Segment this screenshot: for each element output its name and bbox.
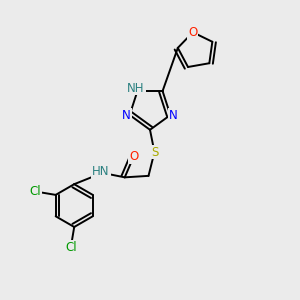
Text: N: N bbox=[122, 109, 131, 122]
Text: Cl: Cl bbox=[29, 185, 41, 198]
Text: O: O bbox=[188, 26, 197, 39]
Text: HN: HN bbox=[92, 165, 110, 178]
Text: S: S bbox=[151, 146, 158, 159]
Text: NH: NH bbox=[127, 82, 145, 94]
Text: Cl: Cl bbox=[65, 241, 77, 254]
Text: N: N bbox=[169, 109, 178, 122]
Text: O: O bbox=[129, 150, 138, 163]
